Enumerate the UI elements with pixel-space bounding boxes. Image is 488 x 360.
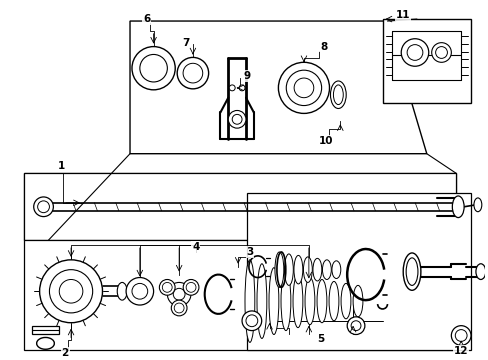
Ellipse shape bbox=[473, 198, 481, 212]
Ellipse shape bbox=[333, 85, 343, 104]
Text: 8: 8 bbox=[319, 42, 326, 51]
Ellipse shape bbox=[281, 272, 290, 330]
Ellipse shape bbox=[312, 258, 321, 281]
Circle shape bbox=[245, 315, 257, 327]
Circle shape bbox=[34, 197, 53, 217]
Text: 11: 11 bbox=[395, 10, 409, 20]
Text: 5: 5 bbox=[316, 334, 324, 345]
Bar bbox=[24, 174, 455, 240]
Circle shape bbox=[346, 317, 364, 334]
Bar bbox=[32, 326, 59, 333]
Ellipse shape bbox=[330, 81, 346, 108]
Circle shape bbox=[171, 300, 186, 316]
Text: 7: 7 bbox=[182, 38, 189, 48]
Text: 12: 12 bbox=[453, 346, 468, 356]
Circle shape bbox=[278, 62, 329, 113]
Circle shape bbox=[228, 111, 245, 128]
Ellipse shape bbox=[305, 278, 314, 325]
Bar bbox=[246, 193, 470, 350]
Circle shape bbox=[49, 270, 93, 313]
Ellipse shape bbox=[292, 275, 302, 328]
Circle shape bbox=[454, 330, 466, 341]
Circle shape bbox=[167, 283, 190, 306]
Circle shape bbox=[159, 279, 175, 295]
Ellipse shape bbox=[244, 260, 254, 342]
Circle shape bbox=[174, 303, 183, 313]
Text: 4: 4 bbox=[192, 242, 199, 252]
Bar bbox=[24, 240, 455, 350]
Ellipse shape bbox=[403, 253, 420, 290]
Circle shape bbox=[132, 283, 147, 299]
Circle shape bbox=[177, 57, 208, 89]
Circle shape bbox=[40, 260, 102, 323]
Bar bbox=[24, 174, 455, 240]
Ellipse shape bbox=[257, 264, 266, 338]
Ellipse shape bbox=[331, 261, 340, 279]
Bar bbox=[382, 19, 470, 103]
Ellipse shape bbox=[268, 268, 278, 334]
Ellipse shape bbox=[322, 260, 331, 279]
Ellipse shape bbox=[284, 254, 293, 285]
Text: 3: 3 bbox=[246, 247, 253, 257]
Circle shape bbox=[38, 201, 49, 213]
Circle shape bbox=[401, 39, 428, 66]
Circle shape bbox=[183, 279, 199, 295]
Text: 6: 6 bbox=[143, 14, 150, 24]
Ellipse shape bbox=[316, 279, 326, 323]
Circle shape bbox=[132, 46, 175, 90]
Ellipse shape bbox=[352, 285, 362, 317]
Polygon shape bbox=[130, 21, 426, 154]
Circle shape bbox=[242, 311, 261, 330]
Text: 10: 10 bbox=[319, 136, 333, 146]
Ellipse shape bbox=[451, 196, 463, 217]
Ellipse shape bbox=[406, 258, 417, 285]
Circle shape bbox=[173, 288, 184, 300]
Circle shape bbox=[59, 279, 82, 303]
Text: 2: 2 bbox=[61, 348, 69, 358]
Circle shape bbox=[450, 326, 470, 345]
Circle shape bbox=[435, 46, 447, 58]
Ellipse shape bbox=[328, 282, 338, 321]
Circle shape bbox=[350, 321, 360, 330]
Circle shape bbox=[239, 85, 244, 91]
Circle shape bbox=[183, 63, 203, 83]
Text: 9: 9 bbox=[243, 71, 250, 81]
Circle shape bbox=[229, 85, 235, 91]
Circle shape bbox=[293, 78, 313, 98]
Ellipse shape bbox=[475, 264, 485, 279]
Ellipse shape bbox=[340, 283, 350, 319]
Ellipse shape bbox=[117, 283, 127, 300]
Circle shape bbox=[162, 283, 172, 292]
Ellipse shape bbox=[274, 252, 283, 287]
Circle shape bbox=[140, 54, 167, 82]
Ellipse shape bbox=[303, 257, 312, 283]
Circle shape bbox=[126, 278, 153, 305]
Circle shape bbox=[186, 283, 196, 292]
Circle shape bbox=[407, 45, 422, 60]
Text: 1: 1 bbox=[58, 162, 65, 171]
Circle shape bbox=[431, 43, 450, 62]
Ellipse shape bbox=[293, 255, 302, 284]
Circle shape bbox=[232, 114, 242, 124]
Circle shape bbox=[285, 70, 321, 105]
